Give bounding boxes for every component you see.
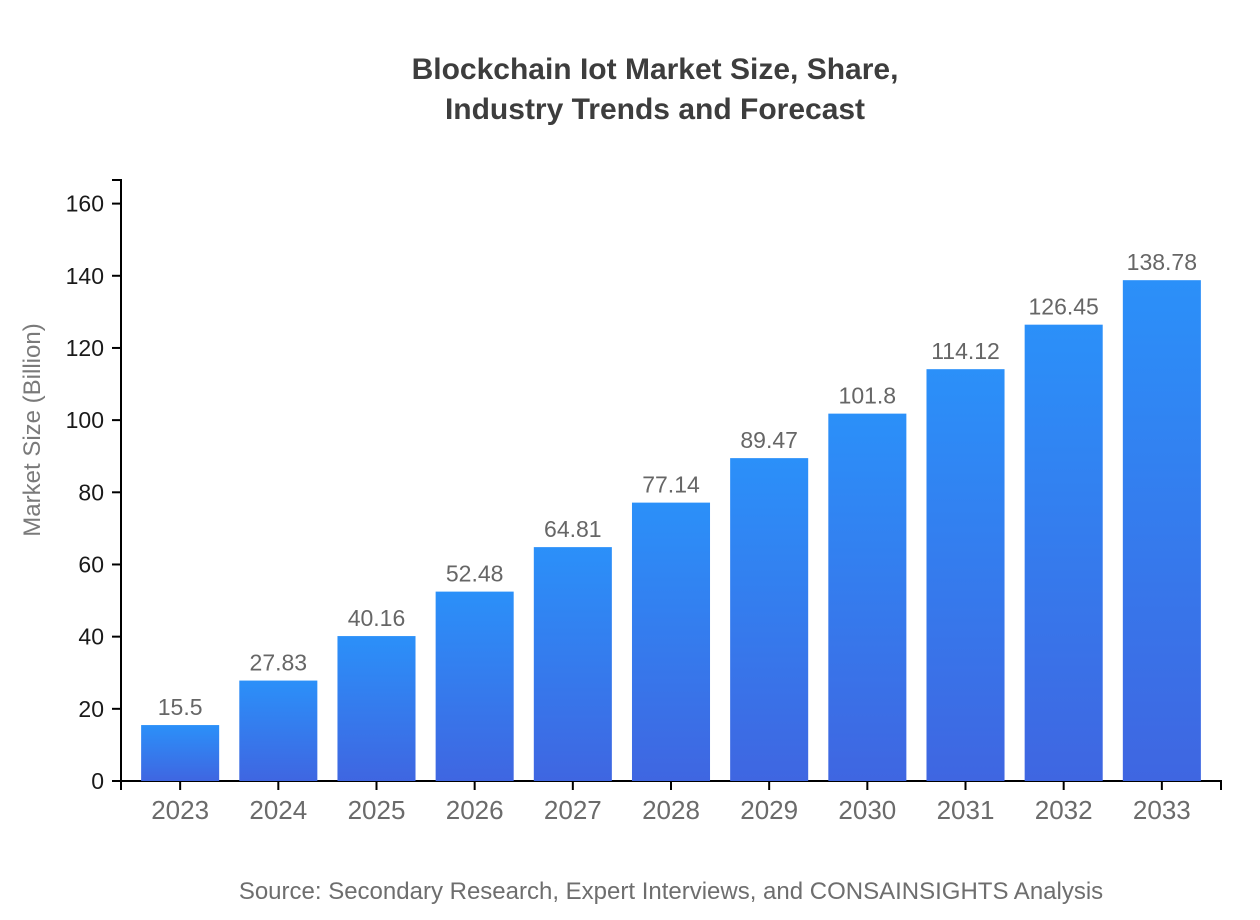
bar-value-label: 89.47 bbox=[740, 427, 798, 453]
y-axis-line bbox=[112, 179, 122, 782]
x-tick-label: 2025 bbox=[348, 795, 406, 825]
y-tick-label: 160 bbox=[66, 191, 104, 217]
bar-2030 bbox=[828, 413, 907, 781]
x-tick-label: 2033 bbox=[1133, 795, 1191, 825]
x-tick-label: 2028 bbox=[642, 795, 700, 825]
bar-2023 bbox=[141, 725, 220, 781]
bar-value-label: 64.81 bbox=[544, 516, 602, 542]
bar-value-label: 126.45 bbox=[1029, 294, 1099, 320]
bar-2029 bbox=[730, 458, 809, 781]
y-tick-label: 80 bbox=[78, 479, 104, 505]
x-tick-label: 2029 bbox=[740, 795, 798, 825]
bar-2026 bbox=[435, 591, 514, 781]
y-tick-label: 60 bbox=[78, 551, 104, 577]
bar-value-label: 27.83 bbox=[250, 650, 308, 676]
bar-value-label: 40.16 bbox=[348, 605, 406, 631]
x-tick-label: 2026 bbox=[446, 795, 504, 825]
x-tick-label: 2024 bbox=[249, 795, 307, 825]
chart-title-line1: Blockchain Iot Market Size, Share, bbox=[411, 53, 899, 86]
bar-value-label: 101.8 bbox=[839, 383, 897, 409]
bar-value-label: 15.5 bbox=[158, 694, 203, 720]
y-tick-label: 100 bbox=[66, 407, 104, 433]
x-tick-label: 2032 bbox=[1035, 795, 1093, 825]
chart-title: Blockchain Iot Market Size, Share, Indus… bbox=[412, 50, 899, 130]
x-tick-label: 2030 bbox=[838, 795, 896, 825]
y-tick-label: 40 bbox=[78, 624, 104, 650]
bar-2033 bbox=[1122, 280, 1201, 781]
bar-value-label: 77.14 bbox=[642, 472, 700, 498]
y-tick-label: 120 bbox=[66, 335, 104, 361]
x-tick-label: 2023 bbox=[151, 795, 209, 825]
bar-2024 bbox=[239, 680, 318, 781]
bar-2025 bbox=[337, 636, 416, 781]
x-tick-label: 2031 bbox=[937, 795, 995, 825]
bar-2027 bbox=[533, 547, 612, 781]
bar-2032 bbox=[1024, 324, 1103, 781]
bar-2028 bbox=[631, 502, 711, 781]
x-tick-label: 2027 bbox=[544, 795, 602, 825]
chart-title-line2: Industry Trends and Forecast bbox=[444, 93, 866, 126]
y-tick-label: 140 bbox=[66, 263, 104, 289]
bar-2031 bbox=[926, 369, 1005, 781]
source-caption: Source: Secondary Research, Expert Inter… bbox=[238, 878, 1104, 905]
y-tick-label: 20 bbox=[78, 696, 104, 722]
y-tick-label: 0 bbox=[91, 768, 104, 794]
bar-value-label: 114.12 bbox=[931, 338, 1000, 364]
bar-value-label: 52.48 bbox=[446, 561, 504, 587]
bar-value-label: 138.78 bbox=[1127, 249, 1197, 275]
